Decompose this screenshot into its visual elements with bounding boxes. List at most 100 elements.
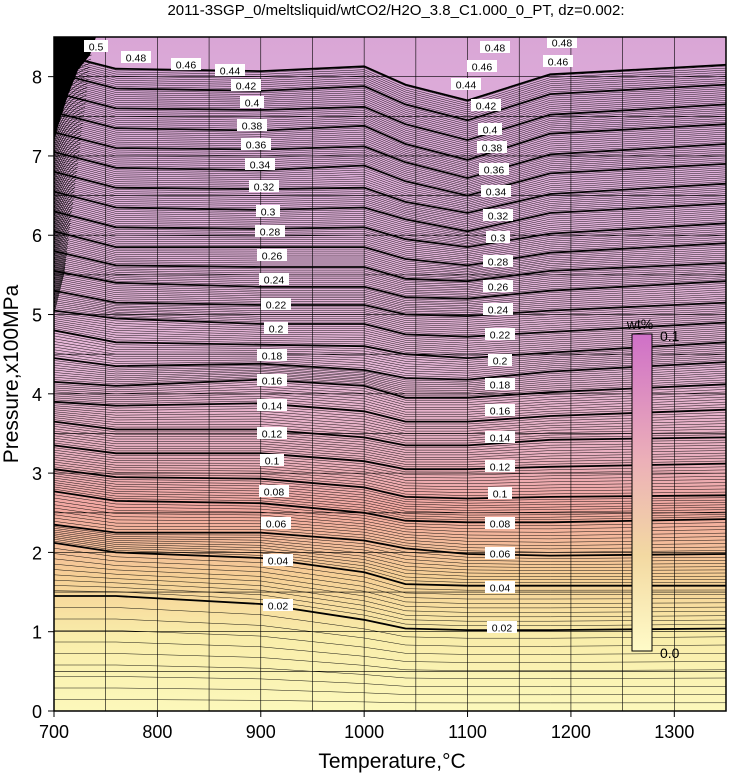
minor-contour <box>54 417 726 441</box>
minor-contour <box>54 258 726 289</box>
corner-contour <box>54 158 79 202</box>
minor-contour <box>54 225 726 261</box>
chart-title: 2011-3SGP_0/meltsliquid/wtCO2/H2O_3.8_C1… <box>167 2 624 19</box>
contour-label-bg <box>483 255 513 267</box>
minor-contour <box>54 435 726 460</box>
minor-contour <box>54 349 726 374</box>
minor-contour <box>54 70 726 119</box>
corner-contour <box>54 166 78 210</box>
minor-contour <box>54 437 726 463</box>
minor-contour <box>54 316 726 344</box>
major-contour <box>54 490 726 524</box>
minor-contour <box>54 227 726 262</box>
minor-contour <box>54 120 726 168</box>
minor-contours <box>54 53 726 704</box>
contour-label: 0.42 <box>476 101 497 113</box>
minor-contour <box>54 374 726 393</box>
contour-label: 0.06 <box>490 549 511 561</box>
minor-contour <box>54 60 726 109</box>
minor-contour <box>54 618 726 647</box>
x-tick-label: 700 <box>39 722 69 742</box>
minor-contour <box>54 280 726 308</box>
minor-contour <box>54 419 726 444</box>
minor-contour <box>54 88 726 137</box>
minor-contour <box>54 215 726 252</box>
minor-contour <box>54 252 726 284</box>
y-axis-title: Pressure,x100MPa <box>0 284 23 463</box>
minor-contour <box>54 563 726 604</box>
minor-contour <box>54 449 726 476</box>
minor-contour <box>54 157 726 202</box>
minor-contour <box>54 121 726 170</box>
y-tick-label: 5 <box>32 306 42 326</box>
corner-contour <box>54 230 70 274</box>
corner-contour <box>54 238 69 282</box>
contour-label-bg <box>240 96 264 108</box>
corner-contour <box>54 254 67 298</box>
contour-label: 0.48 <box>485 43 506 55</box>
minor-contour <box>54 147 726 193</box>
minor-contour <box>54 149 726 195</box>
contour-label-bg <box>485 404 515 416</box>
corner-contour <box>54 202 74 246</box>
major-contour <box>54 523 726 557</box>
minor-contour <box>54 526 726 559</box>
minor-contour <box>54 341 726 367</box>
minor-contour <box>54 384 726 403</box>
contour-label: 0.2 <box>493 356 508 368</box>
minor-contour <box>54 274 726 303</box>
minor-contour <box>54 181 726 223</box>
minor-contour <box>54 98 726 147</box>
minor-contour <box>54 217 726 253</box>
y-tick-label: 1 <box>32 623 42 643</box>
contour-label: 0.1 <box>493 489 508 501</box>
minor-contour <box>54 335 726 363</box>
corner-contour <box>54 214 72 258</box>
corner-contour <box>54 150 80 194</box>
minor-contour <box>54 84 726 133</box>
contour-label: 0.3 <box>261 207 276 219</box>
minor-contour <box>54 82 726 131</box>
contour-label: 0.46 <box>548 57 569 69</box>
minor-contour <box>54 403 726 425</box>
minor-contour <box>54 276 726 305</box>
minor-contour <box>54 497 726 530</box>
major-contour <box>54 289 726 318</box>
corner-contour <box>54 138 82 182</box>
minor-contour <box>54 312 726 340</box>
minor-contour <box>54 262 726 292</box>
corner-fill <box>54 37 96 140</box>
minor-contour <box>54 676 726 687</box>
contour-label-bg <box>451 78 481 90</box>
minor-contour <box>54 145 726 191</box>
minor-contour <box>54 388 726 408</box>
minor-contour <box>54 118 726 166</box>
contour-label: 0.06 <box>266 519 287 531</box>
minor-contour <box>54 407 726 429</box>
minor-contour <box>54 471 726 502</box>
minor-contour <box>54 377 726 397</box>
minor-contour <box>54 318 726 346</box>
minor-contour <box>54 64 726 113</box>
major-contour <box>54 131 726 180</box>
minor-contour <box>54 74 726 123</box>
major-contours <box>54 52 726 631</box>
contour-label-bg <box>259 485 289 497</box>
minor-contour <box>54 302 726 329</box>
minor-contour <box>54 535 726 574</box>
minor-contour <box>54 355 726 378</box>
contour-label: 0.46 <box>472 62 493 74</box>
minor-contour <box>54 219 726 255</box>
minor-contour <box>54 62 726 111</box>
y-tick-label: 7 <box>32 147 42 167</box>
corner-contour <box>54 162 79 206</box>
contour-label: 0.26 <box>488 282 509 294</box>
minor-contour <box>54 209 726 246</box>
minor-contour <box>54 590 726 626</box>
minor-contour <box>54 405 726 427</box>
contour-label: 0.12 <box>490 462 511 474</box>
minor-contour <box>54 521 726 553</box>
contour-label-bg <box>483 280 513 292</box>
major-contour <box>54 210 726 249</box>
minor-contour <box>54 76 726 125</box>
